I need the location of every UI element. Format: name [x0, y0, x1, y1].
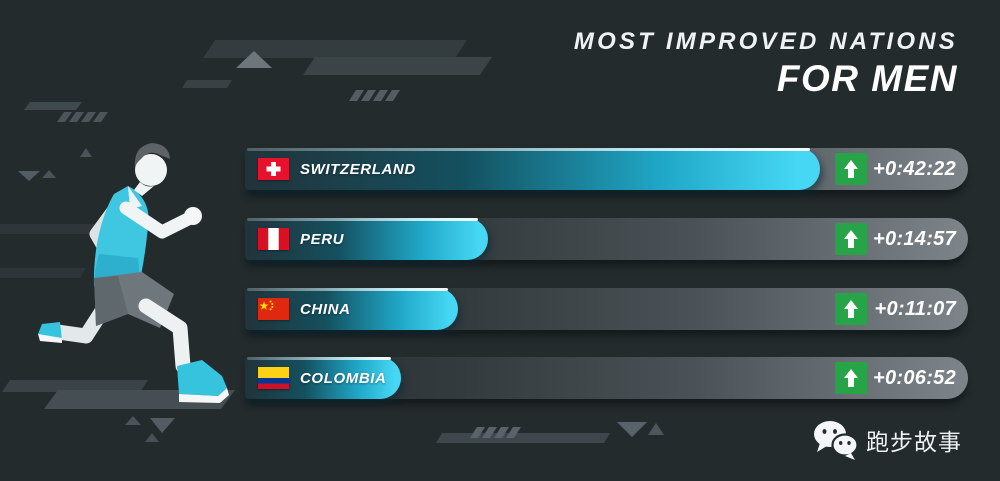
flag-switzerland-icon [258, 158, 289, 180]
time-value: +0:06:52 [872, 367, 956, 389]
country-label: CHINA [300, 300, 351, 318]
brand-footer: 跑步故事 [812, 419, 962, 461]
bar-fill [245, 148, 820, 190]
improvement-badge [835, 293, 867, 325]
time-value: +0:11:07 [874, 298, 956, 320]
title-line-1: MOST IMPROVED NATIONS [573, 28, 958, 55]
time-value: +0:42:22 [872, 158, 956, 180]
bar-row-china: CHINA +0:11:07 [245, 288, 968, 330]
up-arrow-icon [844, 160, 858, 178]
bar-row-peru: PERU +0:14:57 [245, 218, 968, 260]
up-arrow-icon [844, 369, 858, 387]
bar-row-switzerland: SWITZERLAND +0:42:22 [245, 148, 968, 190]
country-label: COLOMBIA [300, 369, 387, 387]
improvement-badge [835, 362, 867, 394]
wechat-icon [814, 421, 858, 460]
bar-row-colombia: COLOMBIA +0:06:52 [245, 357, 968, 399]
country-label: SWITZERLAND [300, 160, 416, 178]
improvement-badge [835, 223, 867, 255]
flag-peru-icon [258, 228, 289, 250]
flag-colombia-icon [258, 367, 289, 389]
brand-name: 跑步故事 [866, 429, 962, 455]
country-label: PERU [300, 230, 345, 248]
runner-illustration [38, 143, 229, 403]
time-value: +0:14:57 [872, 228, 956, 250]
title-line-2: FOR MEN [776, 58, 958, 99]
chart-title: MOST IMPROVED NATIONS FOR MEN [574, 28, 958, 100]
up-arrow-icon [844, 300, 858, 318]
flag-china-icon [258, 298, 289, 320]
improvement-badge [835, 153, 867, 185]
up-arrow-icon [844, 230, 858, 248]
